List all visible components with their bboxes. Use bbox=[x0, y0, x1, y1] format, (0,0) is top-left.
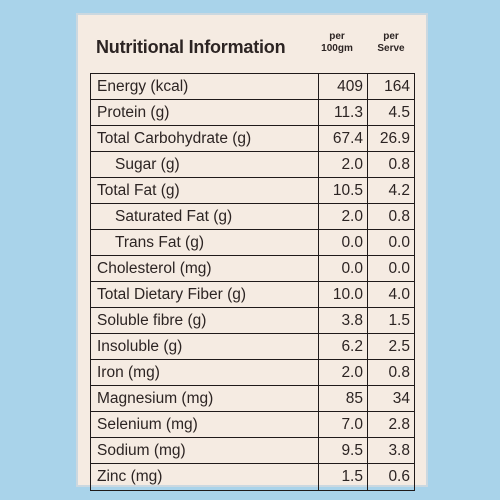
value-per-100gm: 409 bbox=[319, 74, 368, 99]
value-per-serve: 0.6 bbox=[388, 468, 410, 485]
value-per-100gm: 9.5 bbox=[319, 438, 368, 463]
label-header: Nutritional Information per 100gm per Se… bbox=[78, 15, 426, 75]
nutrient-name: Cholesterol (mg) bbox=[91, 256, 319, 281]
label-title: Nutritional Information bbox=[96, 37, 286, 57]
value-per-serve: 1.5 bbox=[388, 311, 410, 329]
table-row: Insoluble (g) 6.2 2.5 bbox=[91, 334, 414, 360]
table-row: Total Fat (g) 10.5 4.2 bbox=[91, 178, 414, 204]
table-row: Iron (mg) 2.0 0.8 bbox=[91, 360, 414, 386]
table-row: Selenium (mg) 7.0 2.8 bbox=[91, 412, 414, 438]
column-header-per-serve: per Serve bbox=[377, 31, 405, 54]
value-per-100gm: 10.5 bbox=[319, 178, 368, 203]
table-row: Protein (g) 11.3 4.5 bbox=[91, 100, 414, 126]
value-per-serve: 0.8 bbox=[388, 363, 410, 381]
nutrient-name: Zinc (mg) bbox=[91, 464, 319, 490]
nutrient-name: Soluble fibre (g) bbox=[91, 308, 319, 333]
value-per-serve: 2.5 bbox=[388, 337, 410, 355]
value-per-100gm: 6.2 bbox=[319, 334, 368, 359]
nutrient-name: Trans Fat (g) bbox=[91, 230, 319, 255]
table-row: Total Dietary Fiber (g) 10.0 4.0 bbox=[91, 282, 414, 308]
value-per-100gm: 0.0 bbox=[319, 256, 368, 281]
table-row: Energy (kcal) 409 164 bbox=[91, 74, 414, 100]
table-row: Sugar (g) 2.0 0.8 bbox=[91, 152, 414, 178]
table-row: Zinc (mg) 1.5 0.6 bbox=[91, 464, 414, 490]
value-per-100gm: 7.0 bbox=[319, 412, 368, 437]
table-row: Trans Fat (g) 0.0 0.0 bbox=[91, 230, 414, 256]
nutrition-table: Energy (kcal) 409 164 Protein (g) 11.3 4.5 Tot… bbox=[90, 73, 415, 491]
value-per-100gm: 2.0 bbox=[319, 152, 368, 177]
nutrient-name: Insoluble (g) bbox=[91, 334, 319, 359]
nutrient-name: Iron (mg) bbox=[91, 360, 319, 385]
value-per-100gm: 3.8 bbox=[319, 308, 368, 333]
value-per-100gm: 85 bbox=[319, 386, 368, 411]
value-per-100gm: 2.0 bbox=[319, 360, 368, 385]
value-per-serve: 0.0 bbox=[388, 233, 410, 251]
value-per-serve: 0.8 bbox=[388, 155, 410, 173]
value-per-100gm: 0.0 bbox=[319, 230, 368, 255]
nutrient-name: Magnesium (mg) bbox=[91, 386, 319, 411]
table-row: Saturated Fat (g) 2.0 0.8 bbox=[91, 204, 414, 230]
nutrient-name: Energy (kcal) bbox=[91, 74, 319, 99]
value-per-serve: 2.8 bbox=[388, 415, 410, 433]
value-per-serve: 0.0 bbox=[388, 259, 410, 277]
value-per-100gm: 10.0 bbox=[319, 282, 368, 307]
table-row: Magnesium (mg) 85 34 bbox=[91, 386, 414, 412]
table-row: Cholesterol (mg) 0.0 0.0 bbox=[91, 256, 414, 282]
table-row: Sodium (mg) 9.5 3.8 bbox=[91, 438, 414, 464]
value-per-serve: 0.8 bbox=[388, 207, 410, 225]
nutrient-name: Selenium (mg) bbox=[91, 412, 319, 437]
value-per-serve: 4.5 bbox=[388, 103, 410, 121]
nutrient-name: Total Fat (g) bbox=[91, 178, 319, 203]
value-per-serve: 164 bbox=[384, 77, 410, 95]
nutrition-label-panel: Nutritional Information per 100gm per Se… bbox=[76, 13, 428, 491]
nutrient-name: Protein (g) bbox=[91, 100, 319, 125]
nutrient-name: Sugar (g) bbox=[91, 152, 319, 177]
value-per-100gm: 11.3 bbox=[319, 100, 368, 125]
value-per-serve: 3.8 bbox=[388, 441, 410, 459]
nutrient-name: Total Dietary Fiber (g) bbox=[91, 282, 319, 307]
nutrient-name: Sodium (mg) bbox=[91, 438, 319, 463]
value-per-serve: 4.2 bbox=[388, 181, 410, 199]
table-row: Total Carbohydrate (g) 67.4 26.9 bbox=[91, 126, 414, 152]
table-row: Soluble fibre (g) 3.8 1.5 bbox=[91, 308, 414, 334]
value-per-100gm: 1.5 bbox=[319, 464, 368, 490]
value-per-serve: 34 bbox=[392, 389, 410, 407]
value-per-serve: 4.0 bbox=[388, 285, 410, 303]
value-per-serve: 26.9 bbox=[379, 129, 410, 147]
nutrient-name: Saturated Fat (g) bbox=[91, 204, 319, 229]
value-per-100gm: 67.4 bbox=[319, 126, 368, 151]
column-header-per-100gm: per 100gm bbox=[321, 31, 353, 54]
nutrient-name: Total Carbohydrate (g) bbox=[91, 126, 319, 151]
value-per-100gm: 2.0 bbox=[319, 204, 368, 229]
